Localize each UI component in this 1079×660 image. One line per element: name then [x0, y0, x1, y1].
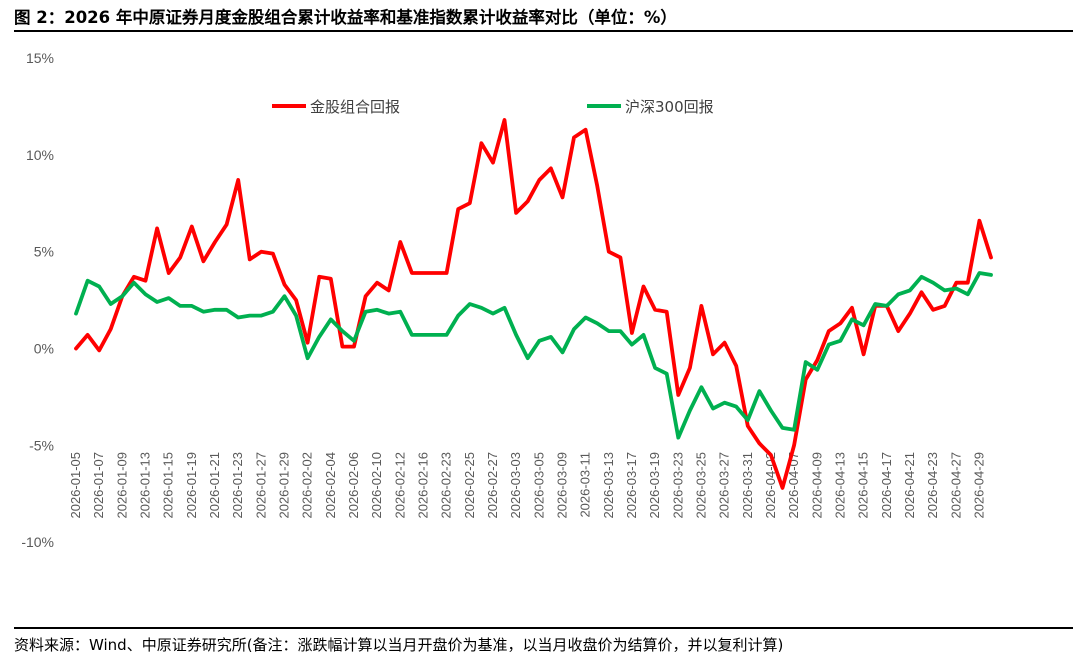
y-axis: 15% 10% 5% 0% -5% -10%	[21, 50, 54, 550]
x-tick-label: 2026-04-23	[925, 452, 940, 519]
x-tick-label: 2026-04-17	[879, 452, 894, 519]
x-tick-label: 2026-02-12	[392, 452, 407, 519]
x-tick-label: 2026-01-05	[68, 452, 83, 519]
x-tick-label: 2026-04-09	[809, 452, 824, 519]
x-tick-label: 2026-04-29	[971, 452, 986, 519]
y-tick-label: -10%	[21, 534, 54, 550]
x-tick-label: 2026-01-29	[276, 452, 291, 519]
x-tick-label: 2026-01-19	[184, 452, 199, 519]
y-tick-label: -5%	[29, 437, 54, 453]
series-line-csi300	[74, 271, 993, 440]
figure-title: 图 2：2026 年中原证券月度金股组合累计收益率和基准指数累计收益率对比（单位…	[14, 8, 677, 27]
x-tick-label: 2026-01-13	[137, 452, 152, 519]
x-tick-label: 2026-01-23	[230, 452, 245, 519]
legend-label: 沪深300回报	[625, 98, 714, 116]
y-tick-label: 0%	[34, 341, 54, 357]
x-tick-label: 2026-02-04	[323, 452, 338, 519]
x-tick-label: 2026-03-13	[601, 452, 616, 519]
x-tick-label: 2026-03-23	[670, 452, 685, 519]
x-tick-label: 2026-03-03	[508, 452, 523, 519]
series-line-gold-stock-portfolio	[74, 118, 993, 490]
x-tick-label: 2026-03-19	[647, 452, 662, 519]
x-tick-label: 2026-02-25	[462, 452, 477, 518]
series-lines	[74, 118, 993, 490]
legend: 金股组合回报 沪深300回报	[272, 98, 714, 116]
x-tick-label: 2026-02-23	[439, 452, 454, 518]
legend-label: 金股组合回报	[310, 98, 400, 116]
x-tick-label: 2026-01-21	[207, 452, 222, 519]
top-divider	[14, 30, 1073, 32]
x-tick-label: 2026-04-27	[948, 452, 963, 519]
x-tick-label: 2026-03-11	[578, 452, 593, 518]
source-note: 资料来源：Wind、中原证券研究所(备注：涨跌幅计算以当月开盘价为基准，以当月收…	[14, 636, 784, 654]
y-tick-label: 15%	[26, 50, 54, 66]
y-tick-label: 5%	[34, 244, 54, 260]
bottom-divider	[14, 627, 1073, 629]
x-tick-label: 2026-04-07	[786, 452, 801, 519]
x-tick-label: 2026-03-25	[693, 452, 708, 519]
x-tick-label: 2026-01-15	[161, 452, 176, 519]
y-tick-label: 10%	[26, 147, 54, 163]
x-tick-label: 2026-01-09	[114, 452, 129, 519]
x-tick-label: 2026-03-27	[717, 452, 732, 519]
x-tick-label: 2026-04-21	[902, 452, 917, 519]
x-tick-label: 2026-02-02	[300, 452, 315, 519]
x-tick-label: 2026-02-16	[415, 452, 430, 519]
x-axis: 2026-01-05 2026-01-07 2026-01-09 2026-01-13…	[68, 452, 986, 519]
x-tick-label: 2026-02-10	[369, 452, 384, 519]
x-tick-label: 2026-02-27	[485, 452, 500, 519]
x-tick-label: 2026-04-15	[856, 452, 871, 519]
x-tick-label: 2026-03-17	[624, 452, 639, 519]
line-chart: 15%10%5%0%-5%-10% 2026-01-05 2026-01-07 20…	[21, 50, 993, 550]
x-tick-label: 2026-03-09	[554, 452, 569, 519]
x-tick-label: 2026-03-31	[740, 452, 755, 519]
x-tick-label: 2026-02-06	[346, 452, 361, 519]
x-tick-label: 2026-01-07	[91, 452, 106, 519]
x-tick-label: 2026-04-13	[832, 452, 847, 519]
x-tick-label: 2026-03-05	[531, 452, 546, 519]
x-tick-label: 2026-04-02	[763, 452, 778, 519]
x-tick-label: 2026-01-27	[253, 452, 268, 519]
